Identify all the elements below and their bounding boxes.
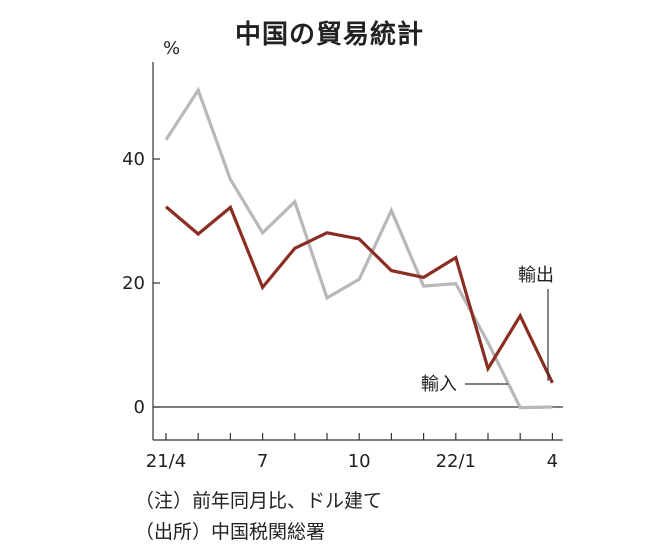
y-tick-label: 40	[122, 149, 145, 170]
chart-title: 中国の貿易統計	[234, 20, 424, 50]
import-series-label: 輸入	[421, 374, 457, 395]
y-tick-label: 0	[134, 397, 145, 418]
import-series-line	[164, 86, 553, 410]
export-series-line	[164, 204, 554, 384]
y-unit-label: %	[163, 38, 181, 59]
x-tick-label: 7	[257, 451, 268, 472]
export-series-label: 輸出	[518, 265, 554, 286]
x-tick-label: 21/4	[146, 451, 186, 472]
x-tick-label: 4	[547, 451, 558, 472]
y-tick-label: 20	[122, 273, 145, 294]
x-tick-label: 22/1	[436, 451, 476, 472]
footnote-source: （出所）中国税関総署	[135, 521, 326, 543]
x-tick-label: 10	[348, 451, 371, 472]
footnote-note: （注）前年同月比、ドル建て	[135, 490, 383, 512]
